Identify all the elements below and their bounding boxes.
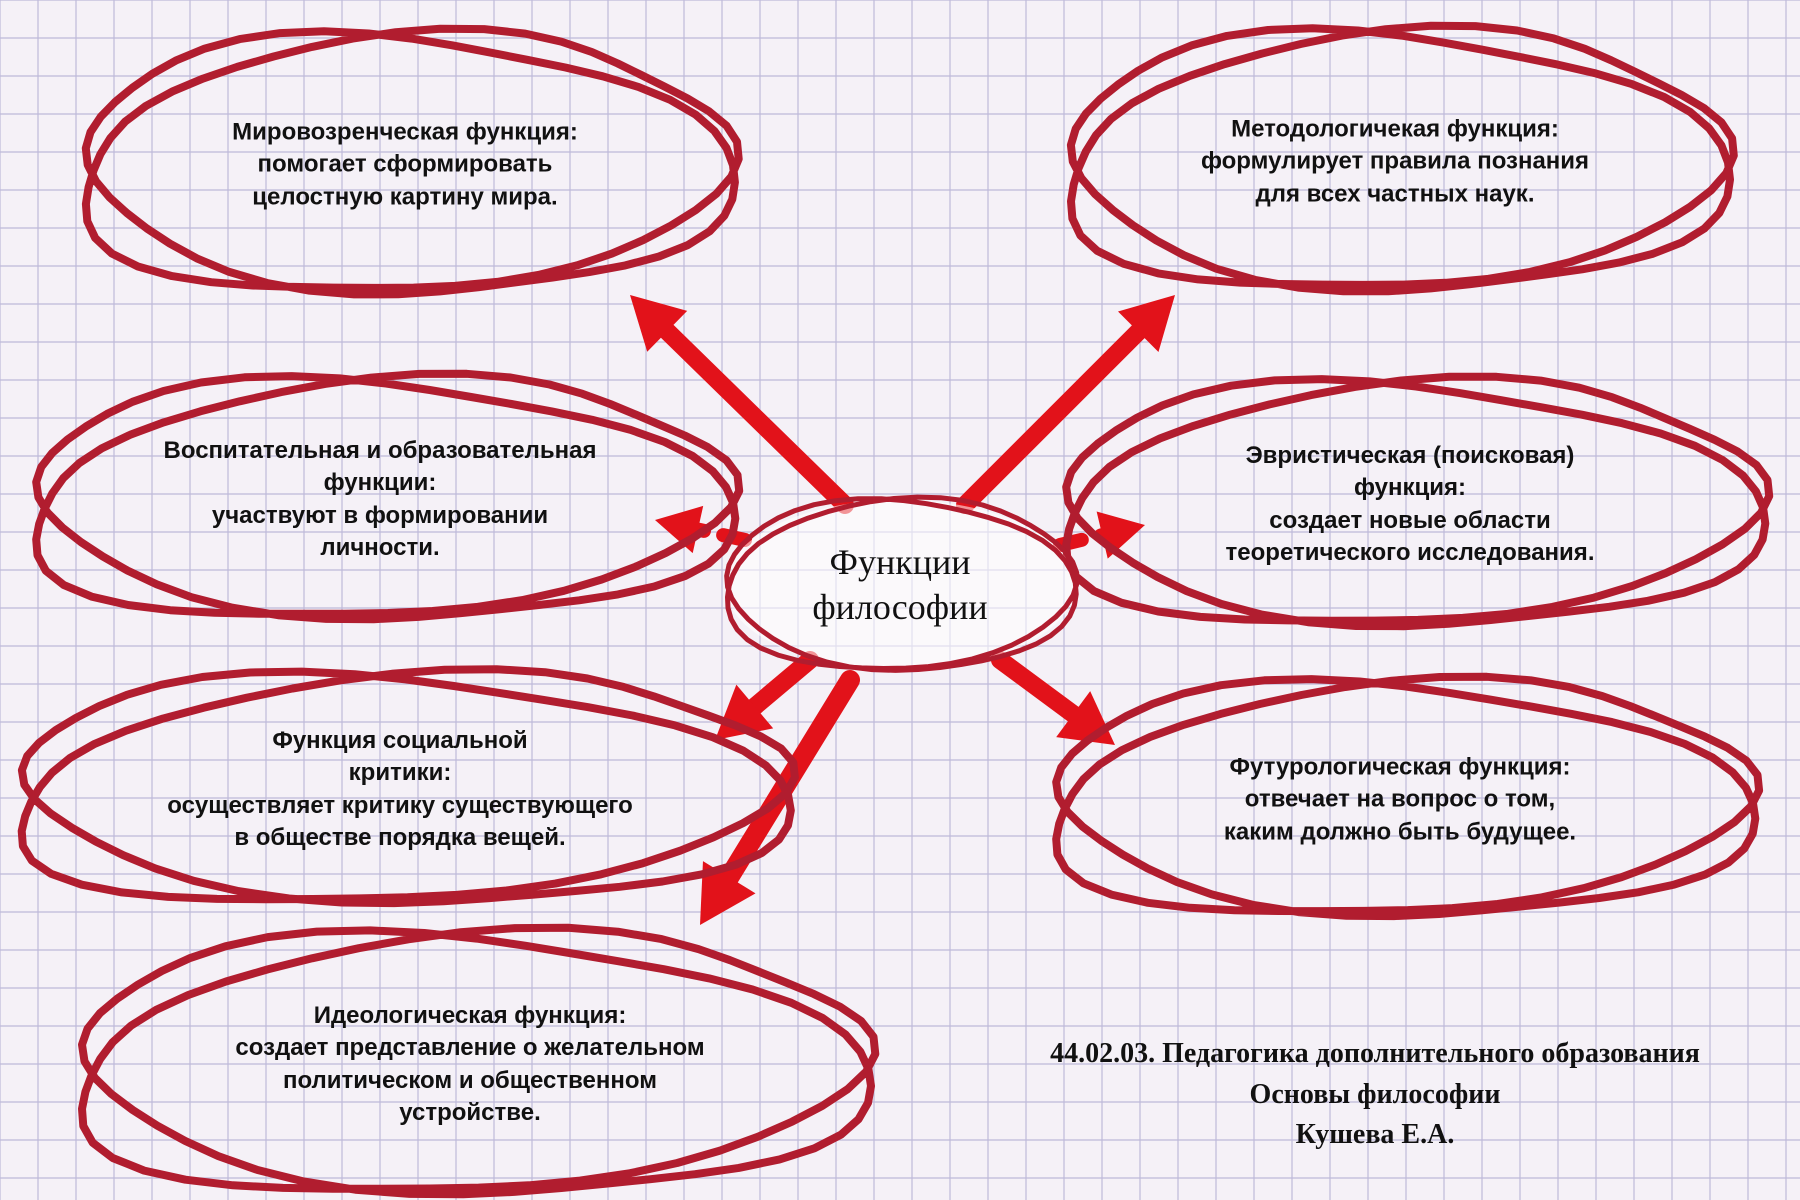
node-label: Воспитательная и образовательнаяфункции:… [21,435,739,565]
footer-label: 44.02.03. Педагогика дополнительного обр… [925,1034,1800,1156]
diagram-stage: Мировозренческая функция:помогает сформи… [0,0,1800,1200]
center-label: Функциифилософии [725,540,1075,630]
node-label: Методологичекая функция:формулирует прав… [1057,113,1734,210]
node-label: Эвристическая (поисковая)функция:создает… [1051,440,1769,570]
node-label: Футурологическая функция:отвечает на воп… [1041,751,1759,848]
node-label: Функция социальнойкритики:осуществляет к… [5,725,794,855]
node-label: Мировозренческая функция:помогает сформи… [72,116,738,213]
node-label: Идеологическая функция:создает представл… [65,1000,875,1130]
